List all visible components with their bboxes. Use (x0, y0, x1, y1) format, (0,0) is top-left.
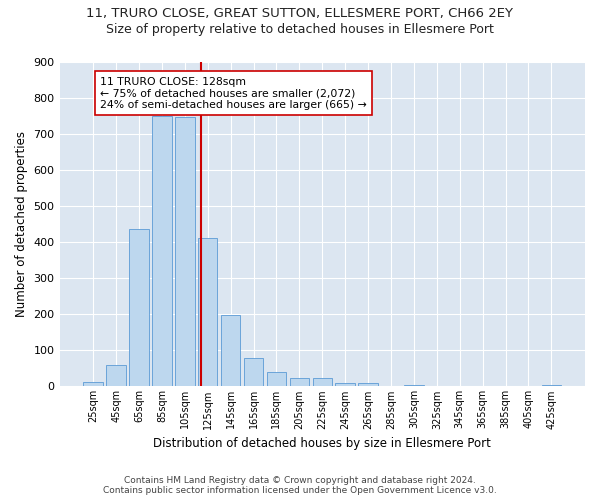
Text: Size of property relative to detached houses in Ellesmere Port: Size of property relative to detached ho… (106, 22, 494, 36)
Bar (404, 384, 424, 386)
Bar (542, 384, 561, 386)
Bar (290, 378, 309, 386)
Bar (221, 315, 241, 386)
Bar (358, 383, 378, 386)
Y-axis label: Number of detached properties: Number of detached properties (15, 131, 28, 317)
Bar (267, 372, 286, 386)
Bar (335, 383, 355, 386)
Bar (198, 238, 217, 386)
Text: Contains HM Land Registry data © Crown copyright and database right 2024.
Contai: Contains HM Land Registry data © Crown c… (103, 476, 497, 495)
Bar (313, 378, 332, 386)
Text: 11, TRURO CLOSE, GREAT SUTTON, ELLESMERE PORT, CH66 2EY: 11, TRURO CLOSE, GREAT SUTTON, ELLESMERE… (86, 8, 514, 20)
Bar (83, 382, 103, 386)
Bar (152, 116, 172, 386)
Bar (175, 118, 194, 386)
Bar (244, 358, 263, 386)
Text: 11 TRURO CLOSE: 128sqm
← 75% of detached houses are smaller (2,072)
24% of semi-: 11 TRURO CLOSE: 128sqm ← 75% of detached… (100, 76, 367, 110)
Bar (106, 364, 126, 386)
X-axis label: Distribution of detached houses by size in Ellesmere Port: Distribution of detached houses by size … (154, 437, 491, 450)
Bar (129, 228, 149, 386)
